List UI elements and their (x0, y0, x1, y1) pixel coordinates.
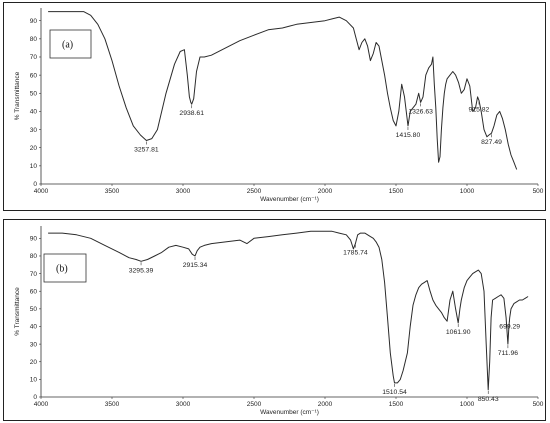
chart-a-y-tick-label: 40 (30, 109, 38, 116)
chart-a-x-tick-label: 500 (533, 188, 544, 195)
chart-a-y-tick-label: 60 (30, 72, 38, 79)
chart-a-axes (40, 8, 538, 185)
chart-b-panel-tag: (b) (56, 264, 68, 275)
chart-b-peak-label: 711.96 (498, 350, 519, 357)
chart-b-y-axis-title: % Transmittance (14, 287, 21, 336)
chart-b-svg: 0 10 20 30 40 50 60 70 80 90 4000 3500 3000 2500 2000 1… (14, 226, 544, 416)
chart-a-x-tick-label: 1500 (389, 188, 404, 195)
chart-a-y-axis-title: % Transmittance (14, 71, 21, 120)
chart-b-peak-label: 850.43 (478, 396, 499, 403)
chart-b-x-tick-label: 3000 (176, 401, 191, 408)
chart-a-svg: 0 10 20 30 40 50 60 70 80 90 4000 3500 3000 2500 2000 1… (14, 8, 544, 203)
chart-b-peak-label: 1061.90 (446, 329, 471, 336)
chart-b-x-tick-label: 2000 (318, 401, 333, 408)
chart-a-y-tick-label: 90 (30, 18, 38, 25)
chart-a-peak-label: 3257.81 (134, 146, 159, 153)
chart-a-x-tick-label: 1000 (460, 188, 475, 195)
chart-a-peak-label: 827.49 (481, 139, 502, 146)
chart-a-y-tick-label: 10 (30, 163, 38, 170)
chart-b-y-tick-label: 40 (30, 324, 38, 331)
chart-b-y-tick-label: 70 (30, 271, 38, 278)
chart-a-x-tick-label: 4000 (34, 188, 49, 195)
chart-a-y-tick-label: 80 (30, 36, 38, 43)
chart-b-y-tick-label: 50 (30, 306, 38, 313)
chart-a-panel-tag-box (49, 29, 92, 59)
chart-b-y-tick-label: 60 (30, 288, 38, 295)
chart-a-x-tick-label: 2000 (318, 188, 333, 195)
chart-a-x-tick-label: 2500 (247, 188, 262, 195)
chart-a-peak-label: 915.82 (469, 107, 490, 114)
chart-a-y-tick-label: 50 (30, 90, 38, 97)
chart-b-peak-label: 1785.74 (343, 250, 368, 257)
chart-a-x-tick-label: 3000 (176, 188, 191, 195)
chart-b-x-axis-title: Wavenumber (cm⁻¹) (260, 409, 319, 416)
chart-b-peak-label: 3295.39 (129, 267, 154, 274)
chart-b-x-tick-label: 1500 (389, 401, 404, 408)
chart-b-y-tick-label: 30 (30, 341, 38, 348)
chart-b-panel-tag-box (43, 253, 87, 283)
chart-a-panel-tag: (a) (62, 40, 73, 51)
chart-a-y-tick-label: 20 (30, 145, 38, 152)
chart-a-y-tick-label: 0 (33, 181, 37, 188)
chart-b-x-tick-label: 500 (533, 401, 544, 408)
chart-a-x-tick-label: 3500 (105, 188, 120, 195)
chart-panel-a: 0 10 20 30 40 50 60 70 80 90 4000 3500 3000 2500 2000 1… (3, 2, 546, 211)
chart-a-x-axis-title: Wavenumber (cm⁻¹) (260, 196, 319, 203)
chart-b-y-tick-label: 90 (30, 236, 38, 243)
chart-a-peak-label: 1326.63 (408, 108, 433, 115)
chart-panel-b: 0 10 20 30 40 50 60 70 80 90 4000 3500 3000 2500 2000 1… (3, 219, 546, 421)
chart-b-axes (40, 226, 538, 398)
chart-b-y-tick-label: 10 (30, 377, 38, 384)
chart-b-y-tick-label: 20 (30, 359, 38, 366)
chart-b-series-line (48, 230, 529, 391)
chart-a-y-tick-label: 70 (30, 54, 38, 61)
chart-b-x-tick-label: 3500 (105, 401, 120, 408)
chart-b-x-tick-label: 4000 (34, 401, 49, 408)
chart-b-x-tick-label: 2500 (247, 401, 262, 408)
chart-a-peak-label: 2938.61 (179, 110, 204, 117)
chart-b-x-tick-label: 1000 (460, 401, 475, 408)
chart-b-peak-label: 1510.54 (382, 389, 407, 396)
chart-b-y-tick-label: 0 (33, 394, 37, 401)
chart-a-peak-label: 1415.80 (396, 132, 421, 139)
chart-a-series-line (48, 11, 518, 170)
chart-b-y-tick-label: 80 (30, 253, 38, 260)
chart-a-y-tick-label: 30 (30, 127, 38, 134)
chart-b-peak-label: 699.29 (499, 324, 520, 331)
chart-b-peak-label: 2915.34 (183, 262, 208, 269)
